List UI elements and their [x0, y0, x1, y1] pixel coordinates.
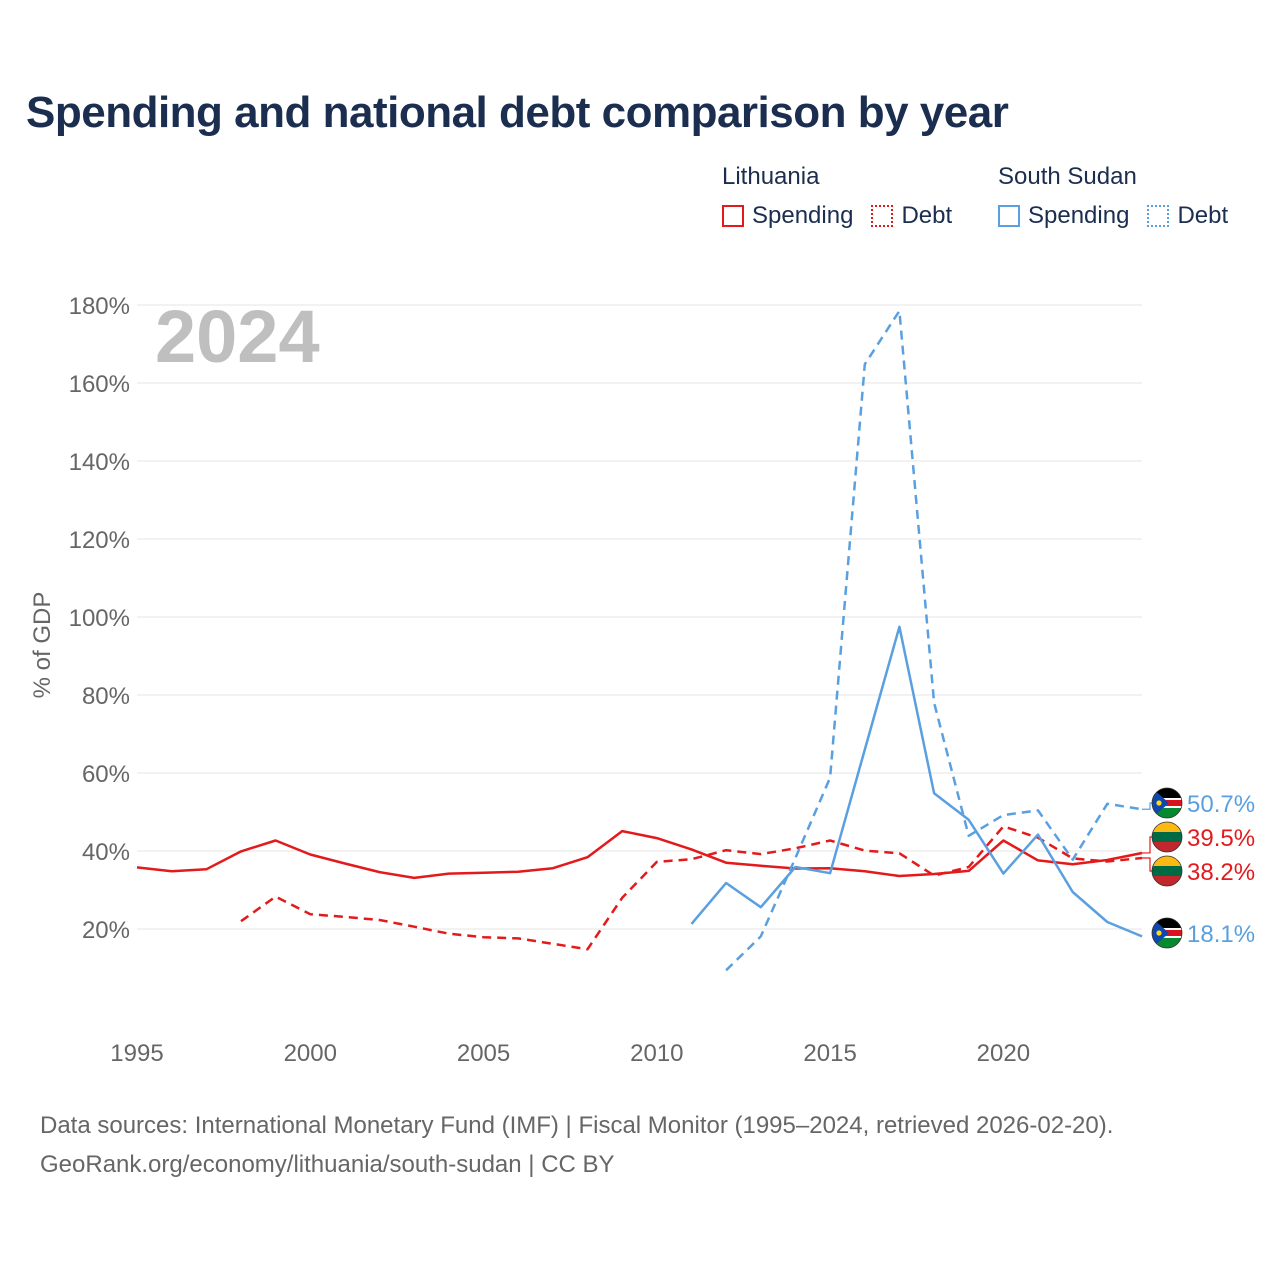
current-year-watermark: 2024 [155, 295, 320, 378]
y-tick-label: 40% [82, 839, 130, 866]
flag-ring [1151, 917, 1183, 949]
legend-label: Spending [1028, 202, 1130, 229]
flag-stripe [1152, 938, 1182, 948]
end-value-label: 38.2% [1187, 859, 1255, 886]
flag-stripe [1152, 842, 1182, 852]
grid-lines [137, 304, 1142, 930]
end-labels: 50.7% 39.5% 38.2% 18.1% [1142, 787, 1255, 949]
end-value-label: 18.1% [1187, 921, 1255, 948]
y-tick-label: 80% [82, 683, 130, 710]
legend-label: Debt [901, 202, 953, 229]
y-tick-label: 160% [69, 371, 130, 398]
south-sudan-flag-icon [1151, 787, 1183, 819]
legend-label: Spending [752, 202, 854, 229]
flag-stripe [1152, 866, 1182, 876]
flag-star [1156, 800, 1162, 806]
y-tick-label: 100% [69, 605, 130, 632]
flag-stripe [1152, 822, 1182, 832]
y-axis-label: % of GDP [29, 592, 56, 699]
y-axis: 20% 40% 60% 80% 100% 120% 140% 160% 180% [69, 293, 130, 944]
flag-stripe [1152, 788, 1182, 798]
south-sudan-flag-icon [1151, 917, 1183, 949]
flag-stripe [1152, 918, 1182, 928]
y-tick-label: 20% [82, 917, 130, 944]
x-axis: 1995 2000 2005 2010 2015 2020 [110, 1040, 1030, 1067]
y-tick-label: 120% [69, 527, 130, 554]
legend-lithuania-debt[interactable]: Debt [871, 202, 952, 230]
legend-swatch-solid [998, 205, 1020, 227]
legend-south-sudan-debt[interactable]: Debt [1147, 202, 1228, 230]
flag-stripe [1152, 808, 1182, 818]
end-value-label: 39.5% [1187, 825, 1255, 852]
south-sudan-spending-line [690, 625, 1143, 938]
flag-ring [1151, 787, 1183, 819]
flag-star [1156, 930, 1162, 936]
footer: Data sources: International Monetary Fun… [40, 1106, 1113, 1184]
x-tick-label: 2015 [803, 1040, 856, 1067]
legend-south-sudan-name: South Sudan [998, 163, 1137, 190]
lithuania-spending-line [136, 829, 1143, 880]
x-tick-label: 2005 [457, 1040, 510, 1067]
flag-ring [1151, 821, 1183, 853]
south-sudan-debt-line [725, 309, 1143, 972]
flag-stripe [1152, 832, 1182, 842]
chart-title: Spending and national debt comparison by… [26, 88, 1009, 137]
legend-swatch-dotted [871, 205, 894, 227]
flag-stripe [1152, 856, 1182, 866]
legend-swatch-dotted [1147, 205, 1170, 227]
y-tick-label: 140% [69, 449, 130, 476]
legend-south-sudan: South Sudan Spending Debt [998, 160, 1246, 230]
lithuania-flag-icon [1151, 821, 1183, 853]
flag-stripe [1152, 876, 1182, 886]
y-tick-label: 60% [82, 761, 130, 788]
x-tick-label: 1995 [110, 1040, 163, 1067]
footer-sources: Data sources: International Monetary Fun… [40, 1112, 1114, 1139]
y-tick-label: 180% [69, 293, 130, 320]
end-value-label: 50.7% [1187, 791, 1255, 818]
legend-lithuania-name: Lithuania [722, 163, 820, 190]
x-tick-label: 2000 [284, 1040, 337, 1067]
line-chart: 20% 40% 60% 80% 100% 120% 140% 160% 180% 1995 200… [29, 293, 1255, 1067]
lithuania-debt-line [240, 825, 1143, 951]
x-tick-label: 2020 [977, 1040, 1030, 1067]
lithuania-flag-icon [1151, 855, 1183, 887]
legend-lithuania: Lithuania Spending Debt [722, 160, 970, 230]
series-lines [136, 309, 1143, 972]
legend-south-sudan-spending[interactable]: Spending [998, 202, 1129, 230]
flag-ring [1151, 855, 1183, 887]
legend-lithuania-spending[interactable]: Spending [722, 202, 853, 230]
x-tick-label: 2010 [630, 1040, 683, 1067]
legend-swatch-solid [722, 205, 744, 227]
footer-attribution[interactable]: GeoRank.org/economy/lithuania/south-suda… [40, 1151, 615, 1178]
legend-label: Debt [1177, 202, 1229, 229]
